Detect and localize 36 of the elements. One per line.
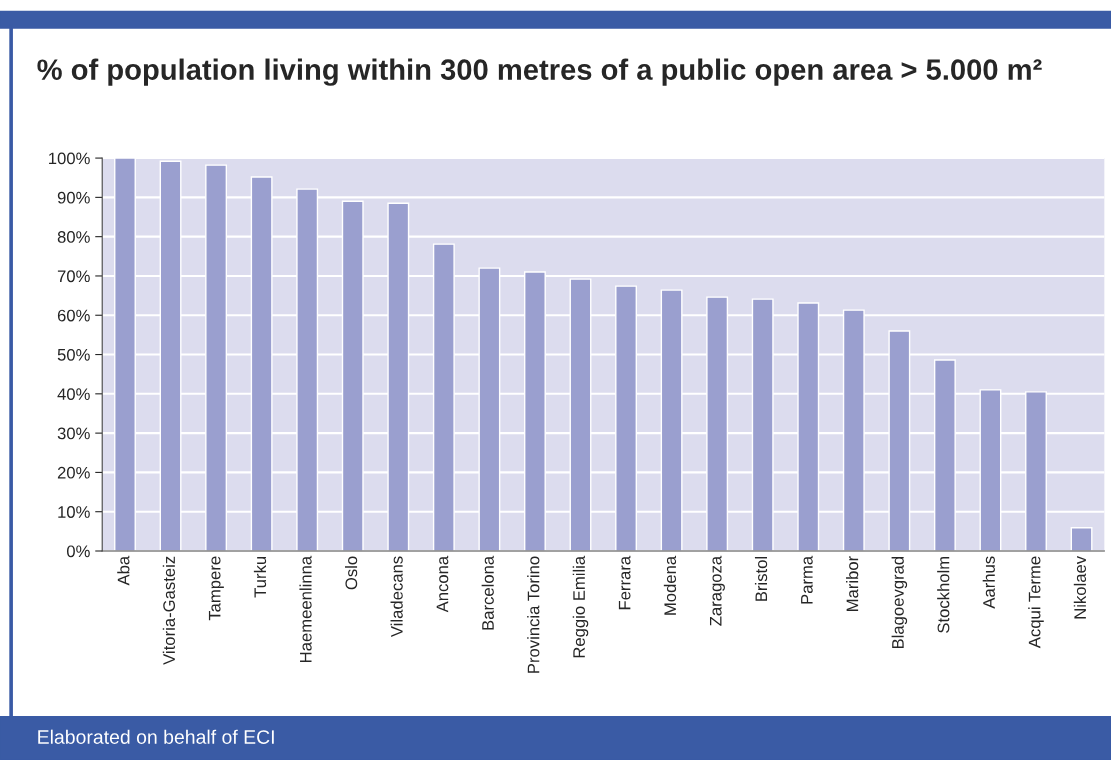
y-tick-label: 50% <box>57 348 90 361</box>
x-tick-label: Tampere <box>208 556 224 621</box>
x-tick-label: Ancona <box>436 555 449 613</box>
x-tick-label: Stockholm <box>937 556 950 633</box>
x-tick-label: Haemeenlinna <box>299 555 312 662</box>
x-tick-label: Vitoria-Gasteiz <box>162 556 176 665</box>
y-tick-label: 30% <box>57 427 90 440</box>
y-tick-label: 100% <box>49 152 90 165</box>
x-tick-label: Parma <box>801 555 813 604</box>
x-tick-label: Reggio Emilia <box>572 555 589 658</box>
x-tick-label: Zaragoza <box>709 555 725 626</box>
x-tick-label: Provincia Torino <box>527 556 540 673</box>
x-tick-label: Ferrara <box>618 555 631 610</box>
y-tick-label: 60% <box>57 309 90 322</box>
y-tick-label: 80% <box>57 231 90 243</box>
chart-title: % of population living within 300 metres of a public open area > 5.000 m² <box>37 58 1042 86</box>
y-tick-label: 70% <box>57 270 90 283</box>
x-tick-label: Acqui Terme <box>1028 556 1044 649</box>
x-tick-label: Oslo <box>344 556 358 590</box>
x-tick-label: Nikolaev <box>1073 555 1087 619</box>
x-tick-label: Barcelona <box>481 555 494 630</box>
y-tick-label: 20% <box>57 466 90 479</box>
x-tick-label: Aarhus <box>982 556 995 609</box>
bar <box>1070 527 1093 551</box>
x-tick-label: Blagoevgrad <box>891 556 908 649</box>
y-tick-label: 10% <box>58 506 90 518</box>
x-tick-label: Viladecans <box>390 556 403 638</box>
y-tick-label: 40% <box>57 388 90 401</box>
x-tick-label: Turku <box>253 556 267 598</box>
y-tick-label: 0% <box>66 545 90 558</box>
y-tick-label: 90% <box>57 191 90 204</box>
x-tick-label: Bristol <box>754 556 768 601</box>
x-tick-label: Maribor <box>846 556 859 611</box>
x-tick-label: Modena <box>663 555 677 615</box>
x-tick-label: Aba <box>117 555 130 586</box>
text: Elaborated on behalf of ECI <box>38 729 274 744</box>
